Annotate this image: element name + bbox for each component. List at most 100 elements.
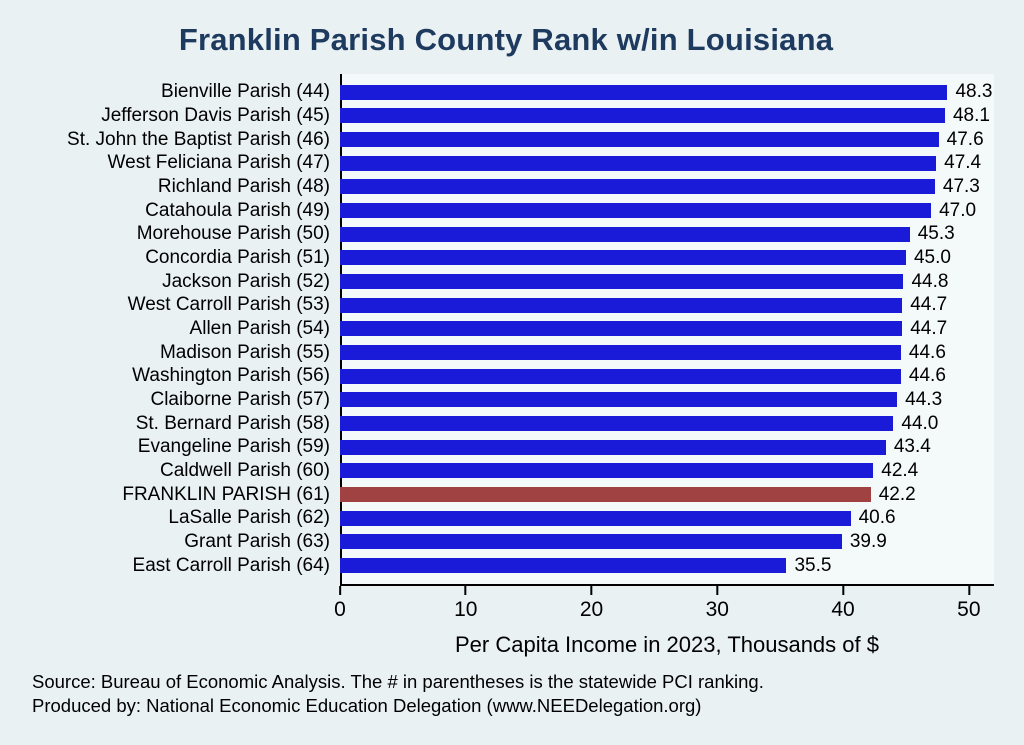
value-label: 44.0	[901, 412, 939, 434]
bar	[340, 132, 939, 148]
value-label: 45.3	[917, 223, 955, 245]
category-label: West Carroll Parish (53)	[127, 294, 330, 316]
x-tick: 20	[580, 586, 603, 622]
category-label: Madison Parish (55)	[159, 341, 330, 363]
bar-row: East Carroll Parish (64) 35.5	[18, 554, 994, 577]
value-label: 44.7	[910, 317, 948, 339]
category-label: Evangeline Parish (59)	[137, 436, 330, 458]
bar	[340, 250, 906, 266]
value-label: 44.7	[910, 294, 948, 316]
bar	[340, 203, 932, 219]
bar-track: 47.0	[340, 199, 994, 222]
bar-row: Allen Parish (54) 44.7	[18, 317, 994, 340]
value-label: 44.8	[911, 270, 949, 292]
x-tick-mark	[590, 586, 593, 595]
value-label: 35.5	[794, 554, 832, 576]
x-tick-label: 40	[831, 598, 855, 621]
category-label: FRANKLIN PARISH (61)	[122, 483, 330, 505]
highlight-bar	[340, 487, 871, 503]
category-label: Concordia Parish (51)	[145, 246, 330, 268]
bar-row: Catahoula Parish (49) 47.0	[18, 199, 994, 222]
bar	[340, 439, 886, 455]
bar-track: 44.6	[340, 341, 994, 364]
category-label: Claiborne Parish (57)	[150, 388, 330, 410]
x-tick: 0	[334, 586, 346, 622]
value-label: 42.4	[881, 459, 919, 481]
bar	[340, 558, 787, 574]
x-tick: 50	[957, 586, 981, 622]
category-label: Morehouse Parish (50)	[136, 223, 330, 245]
x-tick-label: 50	[957, 598, 981, 621]
bar	[340, 155, 937, 171]
bar-row: Madison Parish (55) 44.6	[18, 341, 994, 364]
value-label: 47.0	[939, 199, 977, 221]
bar-row: St. Bernard Parish (58) 44.0	[18, 412, 994, 435]
x-tick: 30	[706, 586, 729, 622]
bar-row: West Carroll Parish (53) 44.7	[18, 294, 994, 317]
bar-row: Claiborne Parish (57) 44.3	[18, 388, 994, 411]
category-label: Richland Parish (48)	[157, 175, 330, 197]
category-label: Washington Parish (56)	[132, 365, 330, 387]
category-label: West Feliciana Parish (47)	[107, 152, 330, 174]
x-tick: 10	[454, 586, 477, 622]
x-tick-mark	[842, 586, 845, 595]
x-axis: 0 10 20 30 40 50	[334, 586, 994, 630]
bar-track: 44.7	[340, 317, 994, 340]
bar	[340, 226, 910, 242]
x-tick-label: 30	[705, 598, 729, 621]
category-label: St. Bernard Parish (58)	[135, 412, 330, 434]
bar-track: 45.3	[340, 223, 994, 246]
bar	[340, 297, 903, 313]
value-label: 40.6	[858, 507, 896, 529]
category-label: Allen Parish (54)	[189, 317, 330, 339]
category-label: Jackson Parish (52)	[162, 270, 330, 292]
bar-track: 44.7	[340, 294, 994, 317]
bar-track: 42.4	[340, 459, 994, 482]
value-label: 39.9	[849, 530, 887, 552]
x-tick-label: 10	[454, 598, 478, 621]
bar-row: Grant Parish (63) 39.9	[18, 530, 994, 553]
bar	[340, 416, 894, 432]
bar-row: West Feliciana Parish (47) 47.4	[18, 152, 994, 175]
bar	[340, 179, 935, 195]
value-label: 47.3	[942, 175, 980, 197]
x-axis-label: Per Capita Income in 2023, Thousands of …	[455, 632, 879, 657]
bar-row: FRANKLIN PARISH (61) 42.2	[18, 483, 994, 506]
bar	[340, 392, 898, 408]
bar-track: 44.6	[340, 365, 994, 388]
bar-row: St. John the Baptist Parish (46) 47.6	[18, 128, 994, 151]
value-label: 47.4	[944, 152, 982, 174]
category-label: Caldwell Parish (60)	[159, 459, 330, 481]
bar-track: 44.0	[340, 412, 994, 435]
category-label: LaSalle Parish (62)	[168, 507, 330, 529]
bar-row: Jefferson Davis Parish (45) 48.1	[18, 104, 994, 127]
bar-track: 42.2	[340, 483, 994, 506]
bar-track: 35.5	[340, 554, 994, 577]
category-label: Catahoula Parish (49)	[145, 199, 330, 221]
category-label: Jefferson Davis Parish (45)	[101, 104, 330, 126]
bar-track: 40.6	[340, 507, 994, 530]
bar	[340, 345, 901, 361]
bar	[340, 534, 842, 550]
bar-track: 43.4	[340, 436, 994, 459]
bar-track: 47.6	[340, 128, 994, 151]
bar	[340, 274, 904, 290]
category-label: St. John the Baptist Parish (46)	[67, 128, 330, 150]
bar-row: Caldwell Parish (60) 42.4	[18, 459, 994, 482]
bar	[340, 84, 948, 100]
category-label: Grant Parish (63)	[184, 530, 330, 552]
category-label: Bienville Parish (44)	[161, 81, 330, 103]
category-label: East Carroll Parish (64)	[132, 554, 330, 576]
bar-row: Jackson Parish (52) 44.8	[18, 270, 994, 293]
bar-track: 44.3	[340, 388, 994, 411]
bar	[340, 368, 901, 384]
bar	[340, 108, 945, 124]
footnotes: Source: Bureau of Economic Analysis. The…	[32, 670, 994, 717]
value-label: 45.0	[913, 246, 951, 268]
x-tick-mark	[967, 586, 970, 595]
bar-track: 45.0	[340, 246, 994, 269]
produced-note: Produced by: National Economic Education…	[32, 694, 702, 716]
bar-row: Washington Parish (56) 44.6	[18, 365, 994, 388]
chart-title: Franklin Parish County Rank w/in Louisia…	[178, 22, 834, 57]
